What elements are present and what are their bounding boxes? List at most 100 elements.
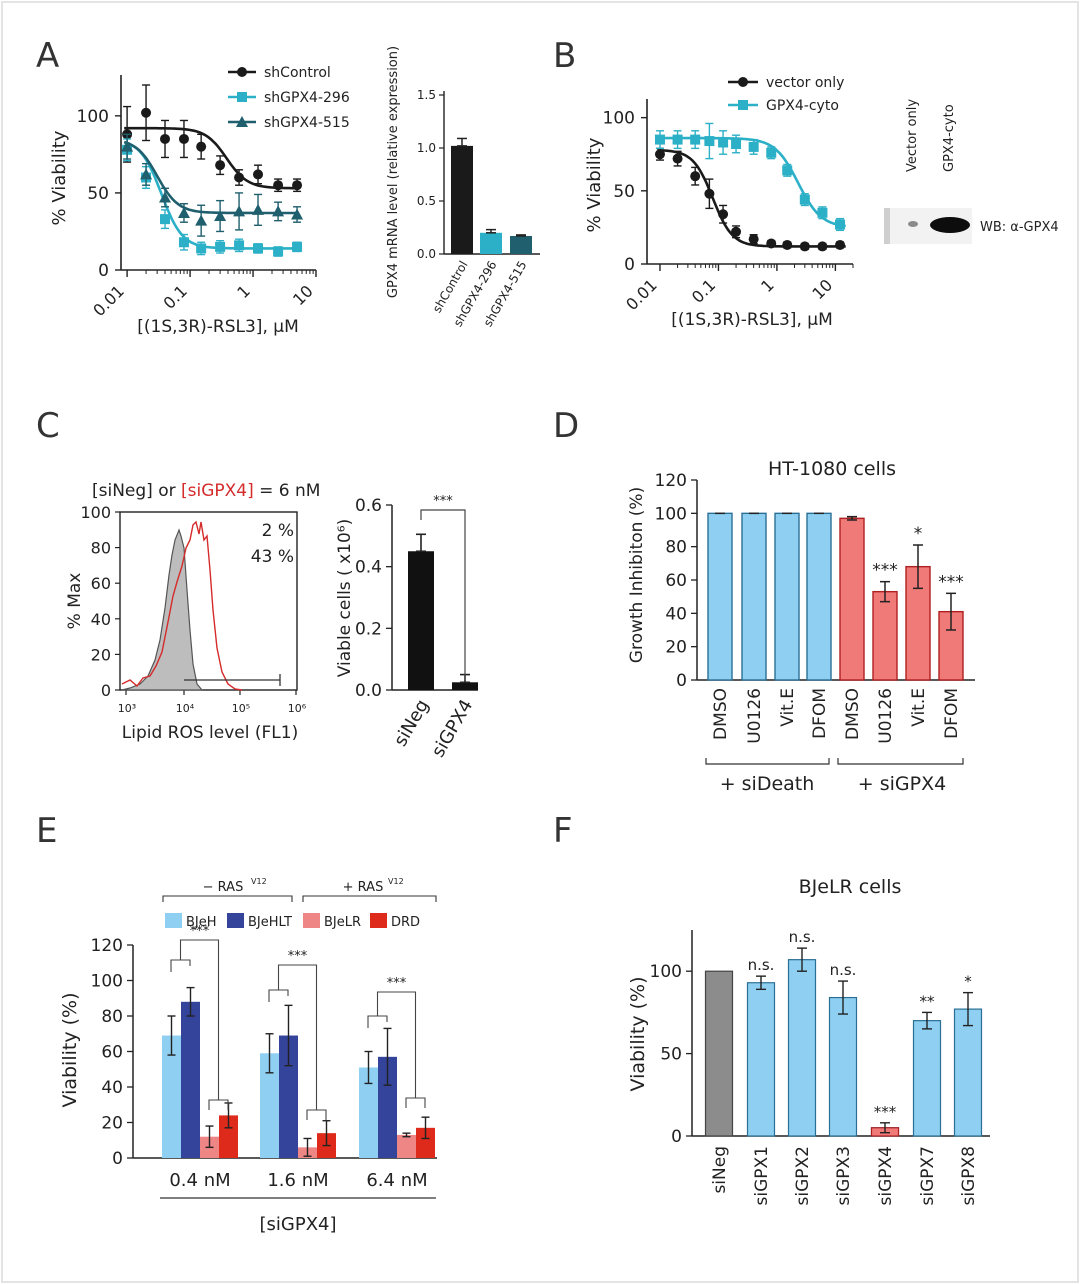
data-point-GPX4-cyto [782, 165, 793, 176]
category-label: siGPX4 [876, 1146, 896, 1205]
percent-siGPX4: 43 % [251, 547, 294, 567]
significance-label: *** [874, 1103, 897, 1121]
y-tick-label: 80 [101, 1007, 123, 1027]
data-point-vector only [704, 188, 715, 199]
significance-bracket [277, 964, 318, 1110]
y-tick-label: 0.5 [417, 194, 436, 208]
significance-label: *** [387, 976, 407, 991]
bar-BJeLR [397, 1134, 416, 1158]
x-tick-label: 10⁴ [176, 702, 195, 715]
y-axis-label: Viability (%) [59, 992, 81, 1107]
data-point-vector only [690, 171, 701, 182]
data-point-shGPX4-296 [273, 246, 284, 257]
y-tick-label: 20 [665, 638, 687, 658]
data-point-shControl [160, 133, 171, 144]
y-tick-label: 20 [91, 645, 111, 664]
y-tick-label: 0 [676, 671, 687, 691]
panel-label-e: E [36, 811, 57, 851]
data-point-GPX4-cyto [817, 207, 828, 218]
y-tick-label: 40 [665, 604, 687, 624]
data-point-shGPX4-515 [177, 206, 190, 218]
y-tick-label: 0 [112, 1149, 123, 1169]
significance-label: n.s. [830, 961, 857, 979]
category-label: siGPX8 [959, 1146, 979, 1205]
percent-siNeg: 2 % [262, 521, 294, 541]
significance-label: * [964, 973, 972, 991]
data-point-shGPX4-515 [252, 203, 265, 215]
data-point-GPX4-cyto [766, 147, 777, 158]
y-tick-label: 0 [624, 255, 635, 275]
histogram-title: [siNeg] or [siGPX4] = 6 nM [92, 481, 320, 501]
x-tick-label: 10⁶ [288, 702, 307, 715]
y-tick-label: 50 [660, 1045, 682, 1065]
y-tick-label: 100 [80, 503, 111, 522]
data-point-shGPX4-515 [140, 168, 153, 180]
panel-label-b: B [553, 36, 576, 76]
significance-label: *** [288, 949, 308, 964]
group-label: 1.6 nM [267, 1170, 328, 1191]
group-bracket [705, 758, 830, 765]
data-point-shControl [215, 160, 226, 171]
group-label: + siGPX4 [858, 773, 946, 795]
y-axis-label: Viable cells ( x10⁶) [335, 519, 355, 677]
y-tick-label: 0 [98, 261, 109, 281]
y-tick-label: 120 [655, 471, 687, 491]
fit-curve-shGPX4-296 [123, 140, 299, 250]
data-point-shGPX4-515 [214, 210, 227, 222]
bar-DMSO [839, 517, 865, 681]
data-point-shControl [196, 141, 207, 152]
ras-superscript: V12 [251, 877, 267, 886]
bar-shControl [451, 145, 473, 254]
bar-siGPX1 [746, 982, 776, 1137]
blot-band-gpx4 [930, 217, 970, 233]
category-label: Vit.E [778, 688, 798, 727]
y-tick-label: 60 [101, 1043, 123, 1063]
y-axis-label: GPX4 mRNA level (relative expression) [386, 46, 401, 298]
y-axis-label: Viability (%) [627, 976, 649, 1091]
data-point-shGPX4-515 [159, 191, 172, 203]
data-point-vector only [835, 239, 846, 250]
category-label: DMSO [843, 688, 863, 740]
fit-curve-vector only [657, 148, 846, 248]
data-point-shControl [273, 180, 284, 191]
category-label: U0126 [745, 688, 765, 744]
data-point-shGPX4-515 [233, 205, 246, 217]
category-label: U0126 [876, 688, 896, 744]
legend-swatch [227, 913, 244, 928]
bar-BJeHLT [279, 1035, 298, 1158]
bar-shGPX4-296 [480, 232, 502, 254]
chart-title: BJeLR cells [799, 876, 902, 898]
bar-siGPX7 [912, 1020, 942, 1137]
bar-BJeH [359, 1067, 378, 1158]
significance-label: *** [938, 572, 964, 592]
blot-lane-label: GPX4-cyto [942, 104, 957, 172]
y-tick-label: 1.0 [417, 141, 436, 155]
data-point-shGPX4-296 [160, 214, 171, 225]
y-axis-label: % Viability [49, 130, 70, 225]
legend-label: DRD [391, 915, 420, 930]
fit-curve-shGPX4-515 [123, 140, 299, 215]
y-tick-label: 1.5 [417, 88, 436, 102]
legend-label: BJeH [186, 915, 217, 930]
ras-bracket [302, 895, 437, 902]
x-tick-label: 10³ [118, 702, 136, 715]
title-part: = 6 nM [254, 481, 321, 501]
bar-BJeHLT [181, 1001, 200, 1158]
blot-edge [884, 208, 890, 244]
significance-bracket [376, 991, 417, 1098]
data-point-shControl [253, 169, 264, 180]
legend-label: vector only [766, 75, 844, 91]
y-tick-label: 80 [91, 539, 111, 558]
y-tick-label: 100 [650, 962, 682, 982]
group-bracket [837, 758, 964, 765]
data-point-GPX4-cyto [704, 136, 715, 147]
data-point-shGPX4-296 [215, 241, 226, 252]
significance-label: *** [872, 561, 898, 581]
panel-c-histogram: 0 20 40 60 80 100 10³ 10⁴ 10⁵ 10⁶ [siNeg] or [siGP… [65, 481, 320, 743]
bar-BJeHLT [378, 1056, 397, 1158]
legend-marker [237, 92, 247, 102]
bar-DRD [416, 1127, 435, 1158]
blot-lane-label: Vector only [905, 99, 920, 172]
y-tick-label: 0.0 [417, 247, 436, 261]
panel-e-viability: 0 20 40 60 80 100 120 Viability (%) 0.4 nM 1.6 nM… [59, 877, 437, 1235]
